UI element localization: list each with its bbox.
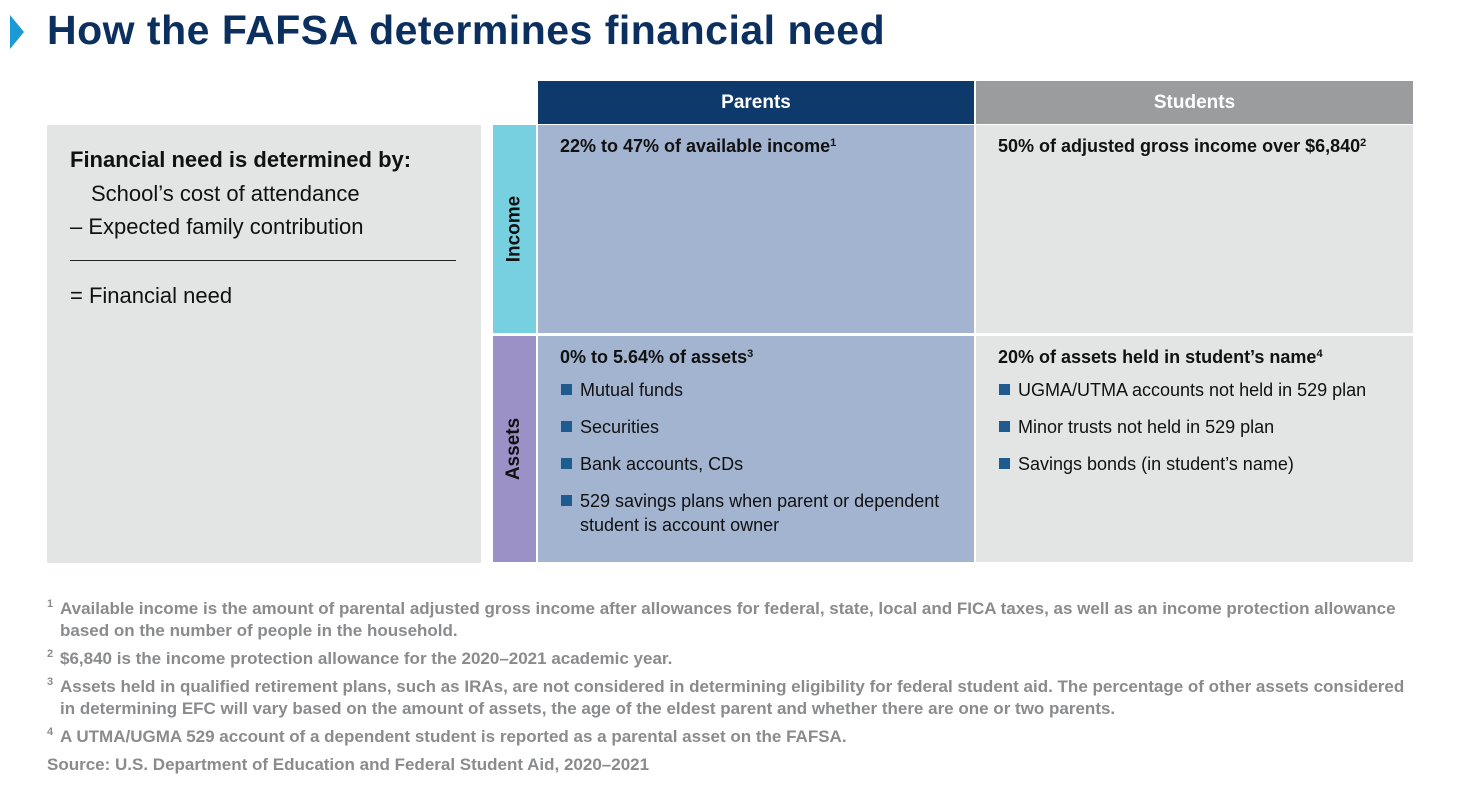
financial-need-box: Financial need is determined by: School’…	[47, 125, 481, 563]
assets-row-label: Assets	[493, 336, 536, 562]
page-title: How the FAFSA determines financial need	[47, 7, 886, 53]
footnote-ref: 3	[747, 348, 754, 360]
square-bullet-icon	[561, 384, 572, 395]
students-assets-label: 20% of assets held in student’s name	[998, 347, 1317, 367]
square-bullet-icon	[999, 421, 1010, 432]
square-bullet-icon	[561, 458, 572, 469]
cost-of-attendance-line: School’s cost of attendance	[91, 181, 360, 206]
footnote-text: Assets held in qualified retirement plan…	[60, 677, 1405, 718]
list-item-text: Savings bonds (in student’s name)	[1018, 454, 1294, 474]
list-item: Bank accounts, CDs	[560, 452, 952, 476]
list-item: Savings bonds (in student’s name)	[998, 452, 1391, 476]
parents-assets-cell: 0% to 5.64% of assets3 Mutual funds Secu…	[538, 336, 974, 562]
list-item-text: 529 savings plans when parent or depende…	[580, 491, 940, 535]
square-bullet-icon	[561, 421, 572, 432]
title-marker-icon	[10, 15, 24, 49]
assets-row-label-text: Assets	[503, 417, 525, 481]
list-item: Securities	[560, 415, 952, 439]
income-row-label: Income	[493, 125, 536, 333]
students-assets-cell: 20% of assets held in student’s name4 UG…	[976, 336, 1413, 562]
footnote-3: 3 Assets held in qualified retirement pla…	[47, 676, 1417, 720]
footnote-number: 2	[47, 648, 54, 660]
list-item-text: Minor trusts not held in 529 plan	[1018, 417, 1275, 437]
parents-income-cell: 22% to 47% of available income1	[538, 125, 974, 333]
parents-income-label: 22% to 47% of available income	[560, 136, 831, 156]
parents-income-text: 22% to 47% of available income1	[560, 135, 952, 157]
expected-family-contribution-line: – Expected family contribution	[70, 214, 364, 239]
footnote-4: 4 A UTMA/UGMA 529 account of a dependent …	[47, 726, 1417, 748]
square-bullet-icon	[999, 458, 1010, 469]
students-column-header: Students	[976, 81, 1413, 124]
list-item-text: Bank accounts, CDs	[580, 454, 744, 474]
footnote-text: Available income is the amount of parent…	[60, 599, 1396, 640]
footnote-number: 1	[47, 598, 54, 610]
equation-divider	[70, 260, 456, 261]
students-income-cell: 50% of adjusted gross income over $6,840…	[976, 125, 1413, 333]
list-item-text: UGMA/UTMA accounts not held in 529 plan	[1018, 380, 1367, 400]
parents-assets-label: 0% to 5.64% of assets	[560, 347, 748, 367]
list-item: UGMA/UTMA accounts not held in 529 plan	[998, 378, 1391, 402]
footnote-ref: 2	[1360, 137, 1367, 149]
students-assets-text: 20% of assets held in student’s name4	[998, 346, 1391, 368]
parents-assets-list: Mutual funds Securities Bank accounts, C…	[560, 378, 952, 537]
footnote-text: $6,840 is the income protection allowanc…	[60, 649, 673, 668]
parents-assets-text: 0% to 5.64% of assets3	[560, 346, 952, 368]
students-income-text: 50% of adjusted gross income over $6,840…	[998, 135, 1391, 157]
list-item-text: Securities	[580, 417, 660, 437]
source-line: Source: U.S. Department of Education and…	[47, 755, 650, 774]
list-item-text: Mutual funds	[580, 380, 684, 400]
list-item: 529 savings plans when parent or depende…	[560, 489, 952, 537]
financial-need-heading: Financial need is determined by:	[70, 147, 412, 172]
footnote-number: 3	[47, 676, 54, 688]
financial-need-result-line: = Financial need	[70, 283, 233, 308]
footnote-1: 1 Available income is the amount of paren…	[47, 598, 1417, 642]
footnote-text: A UTMA/UGMA 529 account of a dependent s…	[60, 727, 847, 746]
parents-column-header: Parents	[538, 81, 974, 124]
square-bullet-icon	[999, 384, 1010, 395]
list-item: Minor trusts not held in 529 plan	[998, 415, 1391, 439]
footnote-ref: 4	[1316, 348, 1323, 360]
students-income-label: 50% of adjusted gross income over $6,840	[998, 136, 1361, 156]
footnotes: 1 Available income is the amount of paren…	[47, 598, 1417, 776]
footnote-ref: 1	[830, 137, 837, 149]
footnote-2: 2 $6,840 is the income protection allowan…	[47, 648, 1417, 670]
list-item: Mutual funds	[560, 378, 952, 402]
income-row-label-text: Income	[503, 195, 525, 263]
students-assets-list: UGMA/UTMA accounts not held in 529 plan …	[998, 378, 1391, 476]
footnote-number: 4	[47, 726, 54, 738]
square-bullet-icon	[561, 495, 572, 506]
